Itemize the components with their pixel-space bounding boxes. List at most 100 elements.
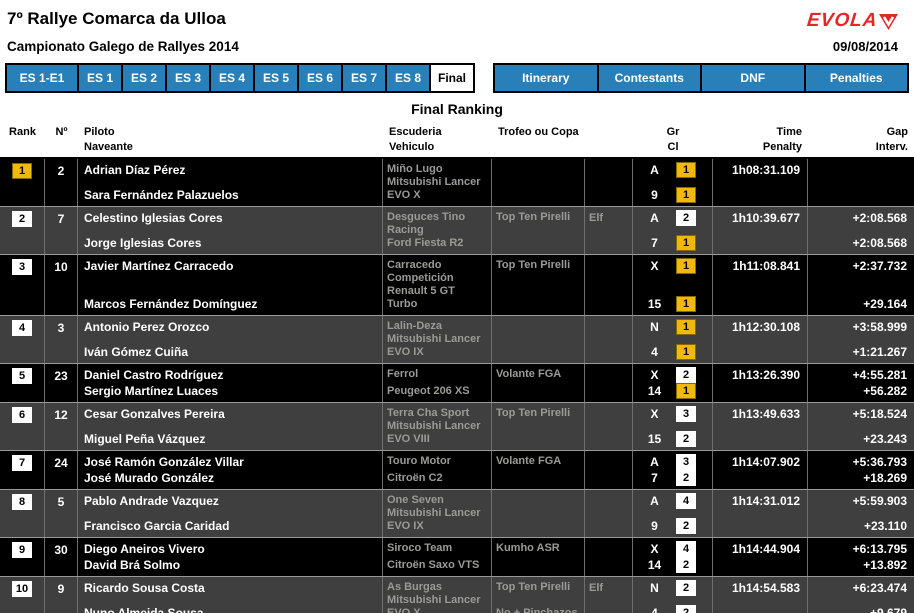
class-number: 7 [651, 236, 658, 250]
table-row: 9 30 Diego Aneiros Vivero David Brá Solm… [0, 537, 914, 576]
rank-cell: 9 [0, 538, 45, 576]
group-letter: X [650, 259, 659, 273]
nav-tab-contestants[interactable]: Contestants [598, 65, 700, 91]
stage-tab-es-7[interactable]: ES 7 [343, 65, 385, 91]
vehicle-name: Mitsubishi Lancer EVO VIII [387, 420, 481, 445]
stage-tab-es-1-e1[interactable]: ES 1-E1 [7, 65, 77, 91]
team-vehicle-cell: Siroco Team Citroën Saxo VTS [383, 538, 492, 576]
group-position-badge: 3 [676, 454, 696, 470]
vehicle-name: Mitsubishi Lancer EVO X [387, 176, 481, 201]
interval-value: +2:08.568 [852, 236, 907, 250]
gap-cell: +5:59.903 +23.110 [808, 490, 914, 537]
header-group-class: Gr Cl [666, 126, 680, 153]
time-cell: 1h14:07.902 [713, 451, 808, 489]
stage-tab-es-8[interactable]: ES 8 [387, 65, 429, 91]
rank-badge: 7 [12, 455, 32, 471]
car-number: 3 [45, 316, 78, 363]
header-rank: Rank [9, 126, 36, 138]
penalty-value [720, 237, 800, 250]
team-name: Miño Lugo [387, 163, 443, 175]
group-position-badge: 3 [676, 406, 696, 422]
penalty-value [720, 472, 800, 485]
team-vehicle-cell: Terra Cha Sport Mitsubishi Lancer EVO VI… [383, 403, 492, 450]
rank-badge: 10 [12, 581, 32, 597]
interval-value: +9.679 [869, 606, 907, 613]
gap-value: +5:59.903 [852, 494, 907, 508]
table-header: Rank Nº Piloto Naveante Escuderia Vehicu… [0, 125, 914, 159]
sponsor-name: Elf [585, 577, 633, 613]
evola-logo-text: EVOLA [805, 10, 879, 31]
driver-name: Adrian Díaz Pérez [84, 163, 186, 177]
codriver-name: David Brá Solmo [84, 558, 181, 572]
codriver-name: Miguel Peña Vázquez [84, 432, 206, 446]
time-cell: 1h14:54.583 [713, 577, 808, 613]
car-number: 12 [45, 403, 78, 450]
group-class-cell: N 2 4 2 [633, 577, 713, 613]
class-number: 4 [651, 606, 658, 613]
codriver-name: Iván Gómez Cuiña [84, 345, 189, 359]
stage-tab-es-5[interactable]: ES 5 [255, 65, 297, 91]
interval-value: +1:21.267 [852, 345, 907, 359]
stage-tab-es-2[interactable]: ES 2 [123, 65, 165, 91]
stage-tab-final[interactable]: Final [431, 65, 473, 91]
crew-cell: Cesar Gonzalves Pereira Miguel Peña Vázq… [78, 403, 383, 450]
rank-badge: 5 [12, 368, 32, 384]
rank-badge: 1 [12, 163, 32, 179]
class-position-badge: 2 [676, 605, 696, 613]
car-number: 7 [45, 207, 78, 254]
trophy-name: Volante FGA [496, 368, 562, 380]
car-number: 23 [45, 364, 78, 402]
gap-value [815, 163, 907, 176]
interval-value: +56.282 [863, 384, 907, 398]
group-class-cell: A 3 7 2 [633, 451, 713, 489]
group-position-badge: 2 [676, 580, 696, 596]
team-vehicle-cell: Lalin-Deza Mitsubishi Lancer EVO IX [383, 316, 492, 363]
interval-value: +13.892 [863, 558, 907, 572]
codriver-name: Sergio Martínez Luaces [84, 384, 219, 398]
class-position-badge: 1 [676, 296, 696, 312]
header-trophy: Trofeo ou Copa [498, 126, 579, 138]
stage-tab-es-1[interactable]: ES 1 [79, 65, 121, 91]
table-row: 6 12 Cesar Gonzalves Pereira Miguel Peña… [0, 402, 914, 450]
trophy-name: Top Ten Pirelli [496, 211, 571, 223]
penalty-value [720, 346, 800, 359]
crew-cell: Diego Aneiros Vivero David Brá Solmo [78, 538, 383, 576]
nav-tab-dnf[interactable]: DNF [702, 65, 804, 91]
driver-name: Daniel Castro Rodríguez [84, 368, 224, 382]
codriver-name: Jorge Iglesias Cores [84, 236, 202, 250]
car-number: 2 [45, 159, 78, 206]
interval-value: +23.243 [863, 432, 907, 446]
total-time: 1h10:39.677 [731, 211, 800, 225]
team-name: Ferrol [387, 368, 419, 380]
total-time: 1h14:44.904 [731, 542, 800, 556]
team-name: Carracedo Competición [387, 259, 454, 284]
team-vehicle-cell: Desguces Tino Racing Ford Fiesta R2 [383, 207, 492, 254]
group-letter: X [650, 368, 659, 382]
group-letter: X [650, 542, 659, 556]
team-name: Terra Cha Sport [387, 407, 470, 419]
group-class-cell: A 1 9 1 [633, 159, 713, 206]
trophy-cell: Kumho ASR [492, 538, 585, 576]
team-vehicle-cell: Miño Lugo Mitsubishi Lancer EVO X [383, 159, 492, 206]
stage-tab-es-6[interactable]: ES 6 [299, 65, 341, 91]
rank-badge: 6 [12, 407, 32, 423]
class-number: 7 [651, 471, 658, 485]
rank-cell: 1 [0, 159, 45, 206]
event-date: 09/08/2014 [832, 39, 898, 54]
table-row: 1 2 Adrian Díaz Pérez Sara Fernández Pal… [0, 159, 914, 206]
trophy-name: Kumho ASR [496, 542, 560, 554]
group-letter: X [650, 407, 659, 421]
stage-tab-es-4[interactable]: ES 4 [211, 65, 253, 91]
driver-name: Celestino Iglesias Cores [84, 211, 223, 225]
car-number: 24 [45, 451, 78, 489]
time-cell: 1h13:49.633 [713, 403, 808, 450]
nav-tab-penalties[interactable]: Penalties [805, 65, 907, 91]
class-position-badge: 2 [676, 557, 696, 573]
codriver-name: Nuno Almeida Sousa [84, 606, 204, 613]
group-class-cell: X 4 14 2 [633, 538, 713, 576]
vehicle-name: Ford Fiesta R2 [387, 237, 464, 249]
gap-cell: +4:55.281 +56.282 [808, 364, 914, 402]
stage-tab-es-3[interactable]: ES 3 [167, 65, 209, 91]
nav-tab-itinerary[interactable]: Itinerary [495, 65, 597, 91]
penalty-value [720, 559, 800, 572]
